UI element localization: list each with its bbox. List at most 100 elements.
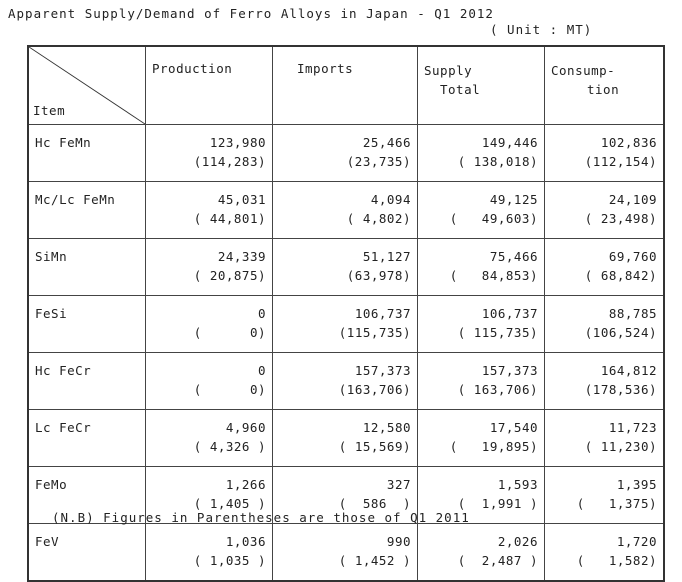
- supply-value: 17,540: [489, 420, 538, 435]
- consumption-cell: 88,785 (106,524): [544, 295, 665, 353]
- supply-value: 49,125: [489, 192, 538, 207]
- supply-cell: 17,540 ( 19,895): [417, 409, 545, 467]
- imports-cell: 12,580 ( 15,569): [272, 409, 418, 467]
- consumption-prev-value: ( 1,375): [576, 496, 657, 511]
- table-row: SiMn 24,339 ( 20,875) 51,127 (63,978) 75,466 (…: [27, 238, 665, 296]
- production-value: 0: [257, 363, 266, 378]
- item-cell: FeMo: [27, 466, 146, 524]
- consumption-prev-value: (178,536): [584, 382, 657, 397]
- consumption-cell: 69,760 ( 68,842): [544, 238, 665, 296]
- supply-value: 2,026: [497, 534, 538, 549]
- imports-cell: 51,127 (63,978): [272, 238, 418, 296]
- production-value: 24,339: [217, 249, 266, 264]
- imports-value: 25,466: [362, 135, 411, 150]
- production-cell: 1,036 ( 1,035 ): [145, 523, 273, 582]
- production-value: 123,980: [209, 135, 266, 150]
- imports-prev-value: (63,978): [346, 268, 411, 283]
- consumption-value: 69,760: [608, 249, 657, 264]
- supply-cell: 1,593 ( 1,991 ): [417, 466, 545, 524]
- table-row: FeV 1,036 ( 1,035 ) 990 ( 1,452 ) 2,026 ( 2,48…: [27, 523, 665, 582]
- imports-cell: 4,094 ( 4,802): [272, 181, 418, 239]
- item-cell: SiMn: [27, 238, 146, 296]
- production-prev-value: ( 0): [193, 325, 266, 340]
- imports-value: 106,737: [354, 306, 411, 321]
- supply-prev-value: ( 2,487 ): [457, 553, 538, 568]
- header-row: Item Production Imports Supply Total Cons…: [27, 45, 665, 125]
- imports-prev-value: (23,735): [346, 154, 411, 169]
- supply-prev-value: ( 49,603): [449, 211, 538, 226]
- production-cell: 0 ( 0): [145, 352, 273, 410]
- imports-cell: 327 ( 586 ): [272, 466, 418, 524]
- production-prev-value: ( 0): [193, 382, 266, 397]
- consumption-prev-value: ( 23,498): [584, 211, 657, 226]
- document-title: Apparent Supply/Demand of Ferro Alloys i…: [8, 6, 494, 21]
- production-prev-value: ( 4,326 ): [193, 439, 266, 454]
- supply-prev-value: ( 163,706): [457, 382, 538, 397]
- production-prev-value: ( 1,035 ): [193, 553, 266, 568]
- header-supply-total: Supply Total: [417, 45, 545, 125]
- production-cell: 123,980 (114,283): [145, 124, 273, 182]
- unit-label: ( Unit : MT): [490, 22, 593, 37]
- production-cell: 45,031 ( 44,801): [145, 181, 273, 239]
- imports-prev-value: (163,706): [338, 382, 411, 397]
- consumption-cell: 1,395 ( 1,375): [544, 466, 665, 524]
- supply-value: 106,737: [481, 306, 538, 321]
- supply-cell: 2,026 ( 2,487 ): [417, 523, 545, 582]
- consumption-prev-value: ( 1,582): [576, 553, 657, 568]
- production-value: 1,266: [225, 477, 266, 492]
- item-cell: Hc FeCr: [27, 352, 146, 410]
- header-imports: Imports: [272, 45, 418, 125]
- consumption-cell: 24,109 ( 23,498): [544, 181, 665, 239]
- table-row: FeMo 1,266 ( 1,405 ) 327 ( 586 ) 1,593 ( 1,991…: [27, 466, 665, 524]
- table-row: Lc FeCr 4,960 ( 4,326 ) 12,580 ( 15,569) 17,5…: [27, 409, 665, 467]
- production-cell: 4,960 ( 4,326 ): [145, 409, 273, 467]
- imports-prev-value: ( 1,452 ): [338, 553, 411, 568]
- supply-cell: 49,125 ( 49,603): [417, 181, 545, 239]
- imports-value: 990: [386, 534, 411, 549]
- consumption-prev-value: (112,154): [584, 154, 657, 169]
- supply-demand-table: Item Production Imports Supply Total Cons…: [27, 45, 665, 582]
- header-consumption-line2: tion: [587, 82, 620, 97]
- production-value: 0: [257, 306, 266, 321]
- supply-cell: 149,446 ( 138,018): [417, 124, 545, 182]
- consumption-cell: 1,720 ( 1,582): [544, 523, 665, 582]
- imports-cell: 157,373 (163,706): [272, 352, 418, 410]
- imports-prev-value: ( 586 ): [338, 496, 411, 511]
- table-row: Hc FeCr 0 ( 0) 157,373 (163,706) 157,373 ( 163…: [27, 352, 665, 410]
- header-consumption: Consump-tion: [544, 45, 665, 125]
- supply-prev-value: ( 115,735): [457, 325, 538, 340]
- imports-cell: 990 ( 1,452 ): [272, 523, 418, 582]
- consumption-value: 1,395: [616, 477, 657, 492]
- item-cell: FeV: [27, 523, 146, 582]
- item-cell: Mc/Lc FeMn: [27, 181, 146, 239]
- consumption-value: 24,109: [608, 192, 657, 207]
- consumption-prev-value: ( 68,842): [584, 268, 657, 283]
- consumption-cell: 164,812 (178,536): [544, 352, 665, 410]
- production-cell: 24,339 ( 20,875): [145, 238, 273, 296]
- supply-value: 1,593: [497, 477, 538, 492]
- diagonal-divider: [29, 47, 145, 124]
- supply-cell: 106,737 ( 115,735): [417, 295, 545, 353]
- production-value: 4,960: [225, 420, 266, 435]
- imports-value: 12,580: [362, 420, 411, 435]
- supply-value: 149,446: [481, 135, 538, 150]
- item-cell: FeSi: [27, 295, 146, 353]
- imports-prev-value: ( 4,802): [346, 211, 411, 226]
- consumption-cell: 102,836 (112,154): [544, 124, 665, 182]
- production-prev-value: (114,283): [193, 154, 266, 169]
- production-cell: 0 ( 0): [145, 295, 273, 353]
- consumption-value: 11,723: [608, 420, 657, 435]
- production-prev-value: ( 20,875): [193, 268, 266, 283]
- supply-cell: 75,466 ( 84,853): [417, 238, 545, 296]
- imports-value: 327: [386, 477, 411, 492]
- consumption-prev-value: (106,524): [584, 325, 657, 340]
- production-prev-value: ( 1,405 ): [193, 496, 266, 511]
- supply-value: 157,373: [481, 363, 538, 378]
- supply-prev-value: ( 84,853): [449, 268, 538, 283]
- production-value: 1,036: [225, 534, 266, 549]
- consumption-value: 1,720: [616, 534, 657, 549]
- consumption-value: 102,836: [600, 135, 657, 150]
- header-production: Production: [145, 45, 273, 125]
- table-row: FeSi 0 ( 0) 106,737 (115,735) 106,737 ( 115,73…: [27, 295, 665, 353]
- supply-prev-value: ( 1,991 ): [457, 496, 538, 511]
